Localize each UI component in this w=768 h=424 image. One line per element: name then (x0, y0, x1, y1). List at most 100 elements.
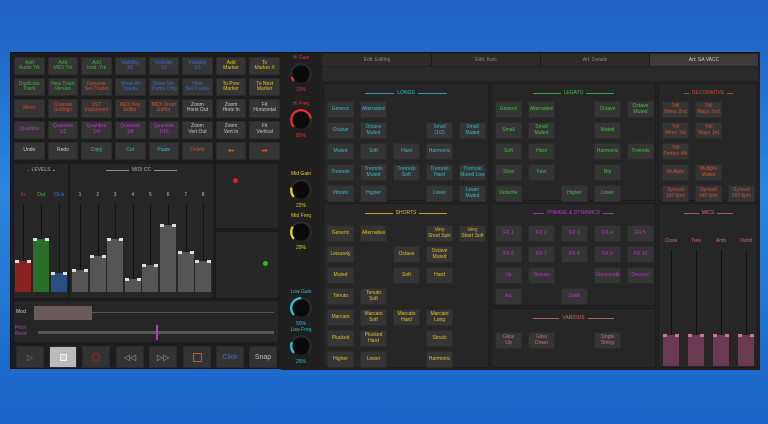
midi-cc-fader-handle[interactable] (101, 254, 106, 258)
midi-cc-fader-handle[interactable] (195, 260, 200, 264)
articulation-button[interactable]: Marcato Hard (393, 309, 420, 326)
articulation-button[interactable]: Hard (426, 267, 453, 284)
articulation-button[interactable]: Octave (594, 101, 621, 118)
command-button[interactable]: Visibility X3 (182, 57, 213, 76)
command-button[interactable]: Fit Vertical (249, 120, 280, 139)
articulation-button[interactable]: Trill Major 3rd (695, 122, 722, 139)
articulation-button[interactable]: Small Muted (459, 122, 486, 139)
eq-knob[interactable] (290, 63, 312, 85)
articulation-button[interactable]: Alternative (360, 101, 387, 118)
command-button[interactable]: Hide Sel Tracks (182, 78, 213, 97)
articulation-button[interactable]: Lower (426, 185, 453, 202)
level-meter-handle[interactable] (33, 238, 37, 242)
articulation-button[interactable]: Hard (528, 143, 555, 160)
pitch-bend-handle[interactable] (156, 325, 158, 340)
midi-cc-fader[interactable] (89, 254, 106, 292)
mic-fader-handle[interactable] (700, 333, 704, 337)
command-button[interactable]: Add Instr. Trk (81, 57, 112, 76)
midi-cc-fader-handle[interactable] (72, 269, 76, 272)
command-button[interactable]: Add MIDI Trk (47, 57, 79, 76)
command-button[interactable]: Zoom Horiz In (215, 99, 247, 118)
mic-fader[interactable] (688, 333, 704, 366)
command-button[interactable]: Quantize 1/16 (148, 120, 180, 139)
level-meter-handle[interactable] (51, 271, 55, 275)
mic-fader[interactable] (738, 333, 754, 366)
command-button[interactable]: Visibility X2 (148, 57, 180, 76)
articulation-button[interactable]: FX 3 (561, 225, 588, 242)
level-meter-handle[interactable] (63, 271, 67, 275)
eq-knob[interactable] (290, 335, 312, 357)
articulation-button[interactable]: Octave (393, 246, 420, 263)
articulation-button[interactable]: Sweep (528, 267, 555, 284)
record-button[interactable] (82, 346, 110, 368)
midi-cc-fader-handle[interactable] (189, 251, 194, 255)
mic-fader-handle[interactable] (688, 333, 692, 337)
articulation-button[interactable]: Vibrato (327, 185, 354, 202)
tab-edit-auto[interactable]: Edit: Auto (432, 54, 541, 66)
articulation-button[interactable]: Lower (594, 185, 621, 202)
command-button[interactable]: Show All Tracks (114, 78, 146, 97)
articulation-button[interactable]: Hard (393, 143, 420, 160)
articulation-button[interactable]: Rip (594, 164, 621, 181)
articulation-button[interactable]: Glide (561, 288, 588, 305)
eq-knob[interactable] (290, 109, 312, 131)
level-meter[interactable] (15, 260, 31, 292)
command-button[interactable]: Quantize 1/2 (47, 120, 79, 139)
articulation-button[interactable]: Tenuto (327, 288, 354, 305)
command-button[interactable]: Paste (148, 141, 180, 160)
midi-cc-fader-handle[interactable] (172, 224, 176, 228)
xy-pad-1[interactable] (215, 163, 279, 229)
command-button[interactable]: Show Sel. Tracks Only (148, 78, 180, 97)
articulation-button[interactable]: Slow (495, 164, 522, 181)
articulation-button[interactable]: Single String (594, 332, 621, 349)
articulation-button[interactable]: Higher (327, 351, 354, 368)
articulation-button[interactable]: Crescendo (594, 267, 621, 284)
articulation-button[interactable]: Multiple (662, 164, 689, 181)
articulation-button[interactable]: Harmonic (426, 351, 453, 368)
midi-cc-fader-handle[interactable] (119, 238, 124, 242)
midi-cc-fader[interactable] (72, 269, 88, 292)
level-meter[interactable] (33, 238, 49, 292)
midi-cc-fader-handle[interactable] (142, 263, 147, 267)
articulation-button[interactable]: FX 1 (495, 225, 522, 242)
mod-slider[interactable] (34, 312, 274, 313)
command-button[interactable]: Quantize 1/4 (81, 120, 112, 139)
command-button[interactable]: Zoom Vert Out (182, 120, 213, 139)
articulation-button[interactable]: FX 10 (627, 246, 654, 263)
articulation-button[interactable]: Higher (561, 185, 588, 202)
articulation-button[interactable]: Higher (360, 185, 387, 202)
command-button[interactable]: VST Instrument (81, 99, 112, 118)
articulation-button[interactable]: Gliss Down (528, 332, 555, 349)
click-button[interactable]: Click (216, 346, 244, 368)
articulation-button[interactable]: Marcato Soft (360, 309, 387, 326)
articulation-button[interactable]: Marcato (327, 309, 354, 326)
mic-fader-handle[interactable] (713, 333, 717, 337)
articulation-button[interactable]: Tremolo Muted Low (459, 164, 486, 181)
command-button[interactable]: MIDI Drum Editor (148, 99, 180, 118)
command-button[interactable]: Zoom Horiz Out (182, 99, 213, 118)
tab-edit-editing[interactable]: Edit: Editing (323, 54, 432, 66)
articulation-button[interactable]: Lower (360, 351, 387, 368)
articulation-button[interactable]: Generic (495, 101, 522, 118)
articulation-button[interactable]: Trill Perfect 4th (662, 143, 689, 160)
command-button[interactable]: MIDI Key Editor (114, 99, 146, 118)
articulation-button[interactable]: FX 5 (627, 225, 654, 242)
level-meter-handle[interactable] (27, 260, 31, 264)
command-button[interactable]: Quantize (14, 120, 45, 139)
articulation-button[interactable]: Lower Muted (459, 185, 486, 202)
articulation-button[interactable]: Gliss Up (495, 332, 522, 349)
midi-cc-fader-handle[interactable] (124, 277, 129, 281)
midi-cc-fader-handle[interactable] (177, 251, 182, 255)
articulation-button[interactable]: Tremolo (327, 164, 354, 181)
midi-cc-fader-handle[interactable] (160, 224, 164, 228)
level-meter-handle[interactable] (15, 260, 19, 264)
articulation-button[interactable]: Muted (327, 267, 354, 284)
articulation-button[interactable]: Soft (360, 143, 387, 160)
articulation-button[interactable]: Muted (594, 122, 621, 139)
articulation-button[interactable]: Trill Minor 3rd (662, 122, 689, 139)
tab-art-sa-vacc[interactable]: Art: SA VACC (650, 54, 759, 66)
mic-fader-handle[interactable] (725, 333, 729, 337)
cycle-button[interactable] (183, 346, 211, 368)
level-meter-handle[interactable] (45, 238, 49, 242)
articulation-button[interactable]: Soft (495, 143, 522, 160)
